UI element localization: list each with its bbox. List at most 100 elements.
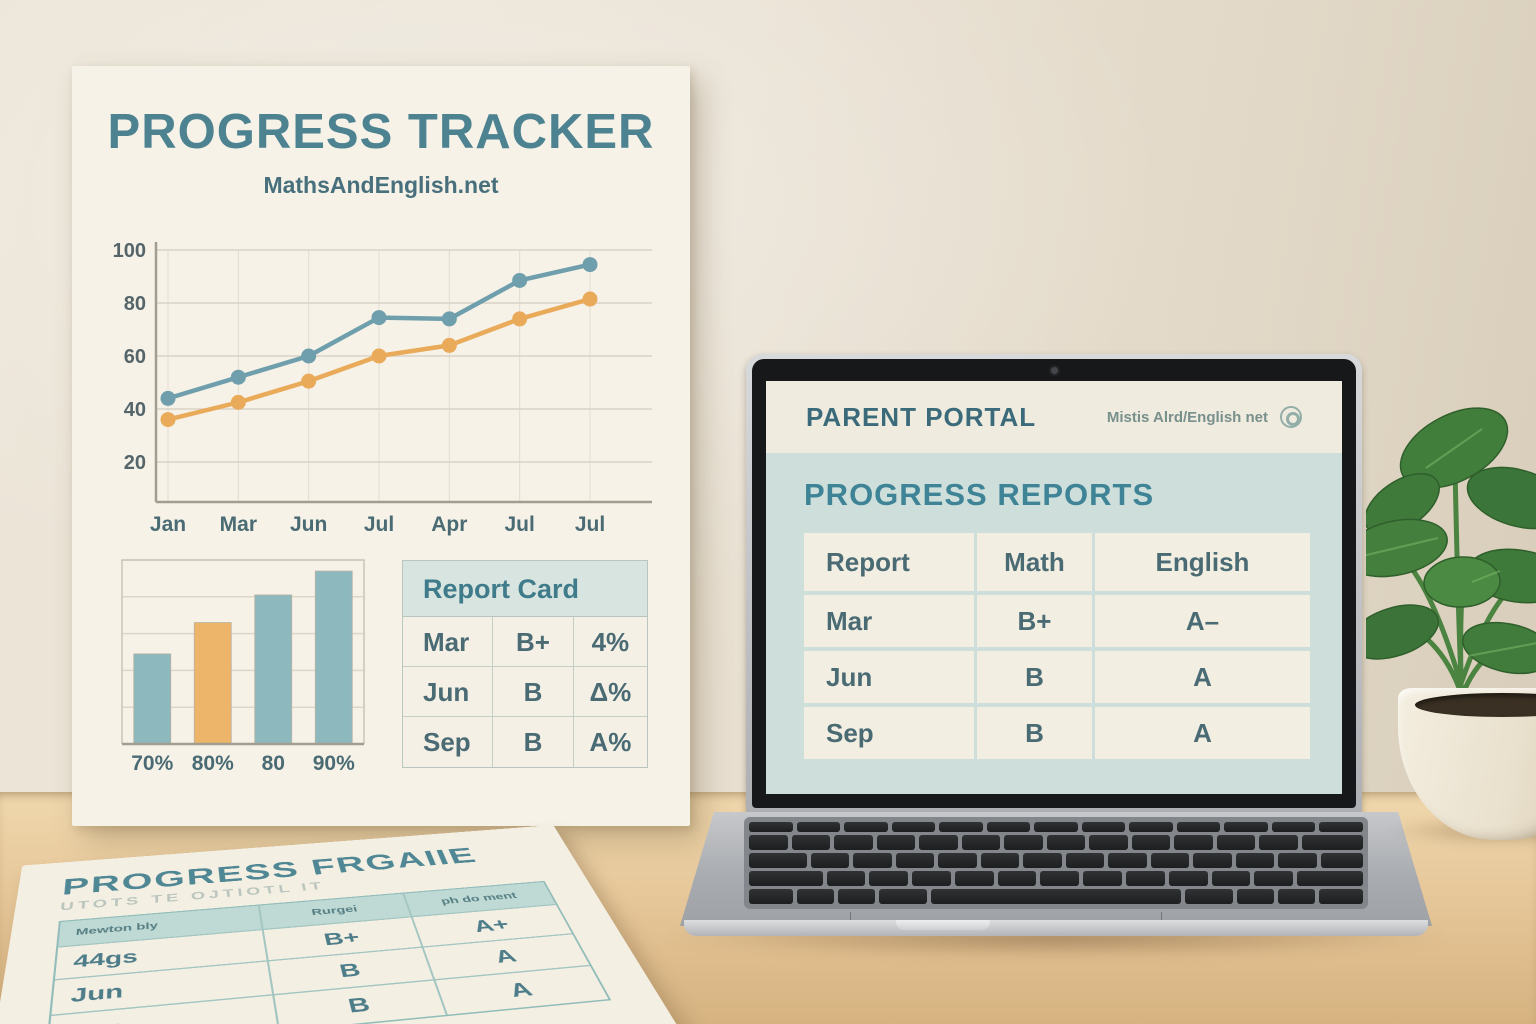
report-card-cell: Jun	[403, 667, 494, 717]
progress-table-cell: B+	[977, 595, 1092, 647]
svg-text:Jan: Jan	[150, 513, 186, 536]
svg-text:Apr: Apr	[431, 513, 467, 536]
keyboard-key	[878, 889, 927, 904]
portal-title: PARENT PORTAL	[806, 401, 1037, 432]
svg-text:40: 40	[124, 399, 146, 421]
keyboard-key	[876, 835, 915, 850]
leaf	[1366, 604, 1440, 660]
target-icon	[1280, 406, 1302, 428]
progress-table-cell: Mar	[804, 595, 974, 647]
keyboard-key	[1131, 835, 1170, 850]
keyboard-key	[1277, 889, 1315, 904]
keyboard-key	[834, 835, 873, 850]
report-card-grid: Mar B+ 4% Jun B Δ% Sep B A%	[403, 617, 647, 767]
keyboard-key	[919, 835, 958, 850]
keyboard-key	[997, 871, 1037, 886]
plant-pot	[1398, 688, 1536, 840]
keyboard-key	[1254, 871, 1294, 886]
portal-account: Mistis Alrd/English net	[1107, 406, 1302, 428]
keyboard-key	[796, 822, 841, 832]
keyboard-row	[749, 822, 1363, 832]
svg-text:Jul: Jul	[575, 513, 605, 536]
keyboard-key	[1271, 822, 1316, 832]
svg-text:80%: 80%	[192, 752, 234, 775]
svg-text:Mar: Mar	[220, 513, 257, 536]
progress-table-header-cell: Report Card	[804, 533, 974, 635]
keyboard-key	[891, 822, 936, 832]
progress-table-cell: A	[1095, 651, 1310, 703]
laptop-screen: PARENT PORTAL Mistis Alrd/English net PR…	[746, 354, 1362, 816]
report-card-cell: 4%	[573, 617, 647, 667]
keyboard-key	[749, 853, 807, 868]
keyboard-key	[1318, 889, 1363, 904]
progress-table-cell: A	[1095, 707, 1310, 759]
keyboard-key	[895, 853, 935, 868]
laptop-screen-ui: PARENT PORTAL Mistis Alrd/English net PR…	[766, 381, 1342, 794]
keyboard-key	[1235, 853, 1275, 868]
progress-table-cell: A–	[1095, 595, 1310, 647]
report-card-cell: B+	[493, 617, 574, 667]
keyboard-key	[749, 822, 793, 832]
keyboard-key	[1081, 822, 1126, 832]
svg-text:Jun: Jun	[290, 513, 327, 536]
laptop-front-edge	[684, 920, 1428, 936]
screen-bezel: PARENT PORTAL Mistis Alrd/English net PR…	[752, 359, 1356, 808]
portal-header: PARENT PORTAL Mistis Alrd/English net	[766, 381, 1342, 453]
report-card-cell: Sep	[403, 717, 494, 767]
front-notch	[896, 920, 990, 930]
svg-text:80: 80	[124, 293, 146, 315]
keyboard-key	[961, 835, 1000, 850]
portal-section-title: PROGRESS REPORTS	[804, 477, 1155, 512]
keyboard-key	[1129, 822, 1173, 832]
keyboard-key	[1216, 835, 1255, 850]
keyboard-key	[1176, 822, 1221, 832]
report-card-table: Report Card Mar B+ 4% Jun B Δ% Sep B A%	[402, 560, 648, 768]
keyboard-key	[1089, 835, 1128, 850]
keyboard-key	[1185, 889, 1234, 904]
svg-text:100: 100	[113, 240, 146, 262]
keyboard-key	[749, 889, 794, 904]
keyboard-key	[869, 871, 909, 886]
line-chart: 20 40 60 80 100 Jan Mar Jun Jul Apr Jul Jul	[113, 240, 652, 536]
svg-text:20: 20	[124, 452, 146, 474]
keyboard-key	[986, 822, 1031, 832]
keyboard-key	[1004, 835, 1043, 850]
keyboard-key	[1320, 853, 1364, 868]
report-card-cell: Δ%	[573, 667, 647, 717]
keyboard-key	[938, 853, 977, 868]
report-card-cell: Mar	[403, 617, 494, 667]
pot-soil	[1414, 693, 1536, 717]
plant-leaves	[1366, 407, 1536, 707]
keyboard-key	[980, 853, 1020, 868]
keyboard-key	[1319, 822, 1363, 832]
svg-text:80: 80	[262, 752, 285, 775]
webcam-dot	[1051, 367, 1058, 374]
keyboard-row	[749, 853, 1364, 868]
keyboard-key	[1023, 853, 1062, 868]
progress-table-cell: B	[977, 651, 1092, 703]
poster: PROGRESS TRACKER MathsAndEnglish.net 20 4…	[72, 66, 690, 826]
leaf	[1466, 466, 1536, 530]
keyboard-key	[797, 889, 835, 904]
keyboard-key	[1034, 822, 1078, 832]
keyboard-key	[1168, 871, 1208, 886]
portal-account-label: Mistis Alrd/English net	[1106, 408, 1268, 426]
keyboard-key	[954, 871, 994, 886]
plant-leaf-group	[1366, 407, 1536, 675]
keyboard-key	[853, 853, 892, 868]
progress-table-cell: B	[977, 707, 1092, 759]
keyboard-key	[912, 871, 951, 886]
keyboard-key	[1224, 822, 1268, 832]
progress-table-header-cell: English	[1095, 533, 1310, 591]
poster-title: PROGRESS TRACKER	[107, 105, 655, 159]
leaf-veins	[1366, 428, 1536, 657]
report-card-cell: A%	[589, 727, 632, 757]
leaf	[1423, 556, 1501, 608]
keyboard-key	[844, 822, 888, 832]
keyboard-key	[1297, 871, 1363, 886]
report-card-title: Report Card	[403, 561, 647, 617]
keyboard-key	[1065, 853, 1105, 868]
svg-text:60: 60	[124, 346, 146, 368]
progress-table-cell: Sep	[804, 707, 974, 759]
keyboard-key	[1108, 853, 1147, 868]
